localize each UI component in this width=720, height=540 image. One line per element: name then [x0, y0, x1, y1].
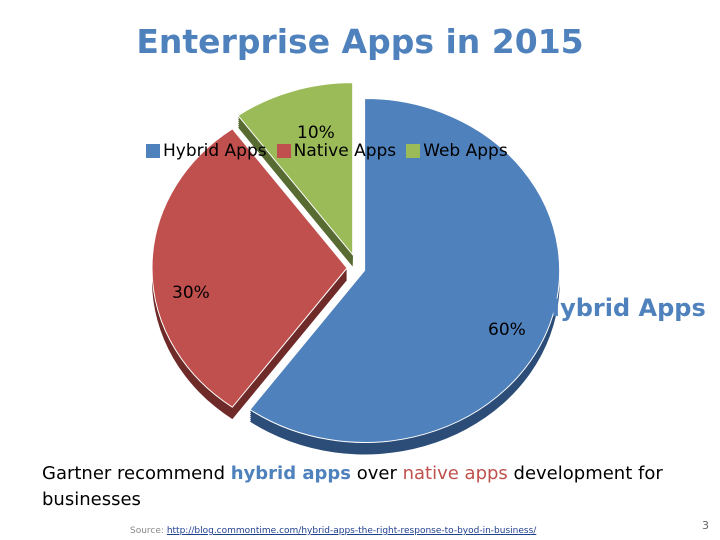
legend-swatch-hybrid [146, 144, 160, 158]
caption: Gartner recommend hybrid apps over nativ… [42, 461, 682, 513]
legend-item-native: Native Apps [276, 141, 397, 161]
caption-native: native apps [402, 463, 508, 484]
slice-callout: Hybrid Apps [540, 294, 706, 322]
caption-prefix: Gartner recommend [42, 463, 231, 484]
caption-middle: over [351, 463, 403, 484]
legend-item-web: Web Apps [406, 141, 508, 161]
legend-label-native: Native Apps [293, 141, 397, 161]
page-number: 3 [702, 519, 709, 532]
legend-swatch-native [276, 144, 291, 158]
caption-suffix: development for businesses [42, 463, 663, 510]
legend-label-web: Web Apps [423, 141, 508, 161]
caption-hybrid: hybrid apps [230, 463, 351, 484]
source-note: Source: http://blog.commontime.com/hybri… [130, 526, 536, 536]
source-link[interactable]: http://blog.commontime.com/hybrid-apps-t… [166, 526, 537, 536]
pie-slice-native [151, 128, 348, 408]
data-label-web: 10% [297, 123, 335, 143]
pie-slice-hybrid [249, 97, 561, 443]
pie-slice-web [237, 82, 354, 257]
data-label-native: 30% [172, 283, 210, 303]
source-label: Source: [130, 526, 167, 536]
legend-item-hybrid: Hybrid Apps [146, 141, 267, 161]
legend-label-hybrid: Hybrid Apps [163, 141, 267, 161]
chart-title: Enterprise Apps in 2015 [136, 22, 584, 61]
chart-legend: Hybrid Apps Native Apps Web Apps [146, 141, 508, 161]
legend-swatch-web [406, 144, 421, 158]
data-label-hybrid: 60% [488, 320, 526, 340]
